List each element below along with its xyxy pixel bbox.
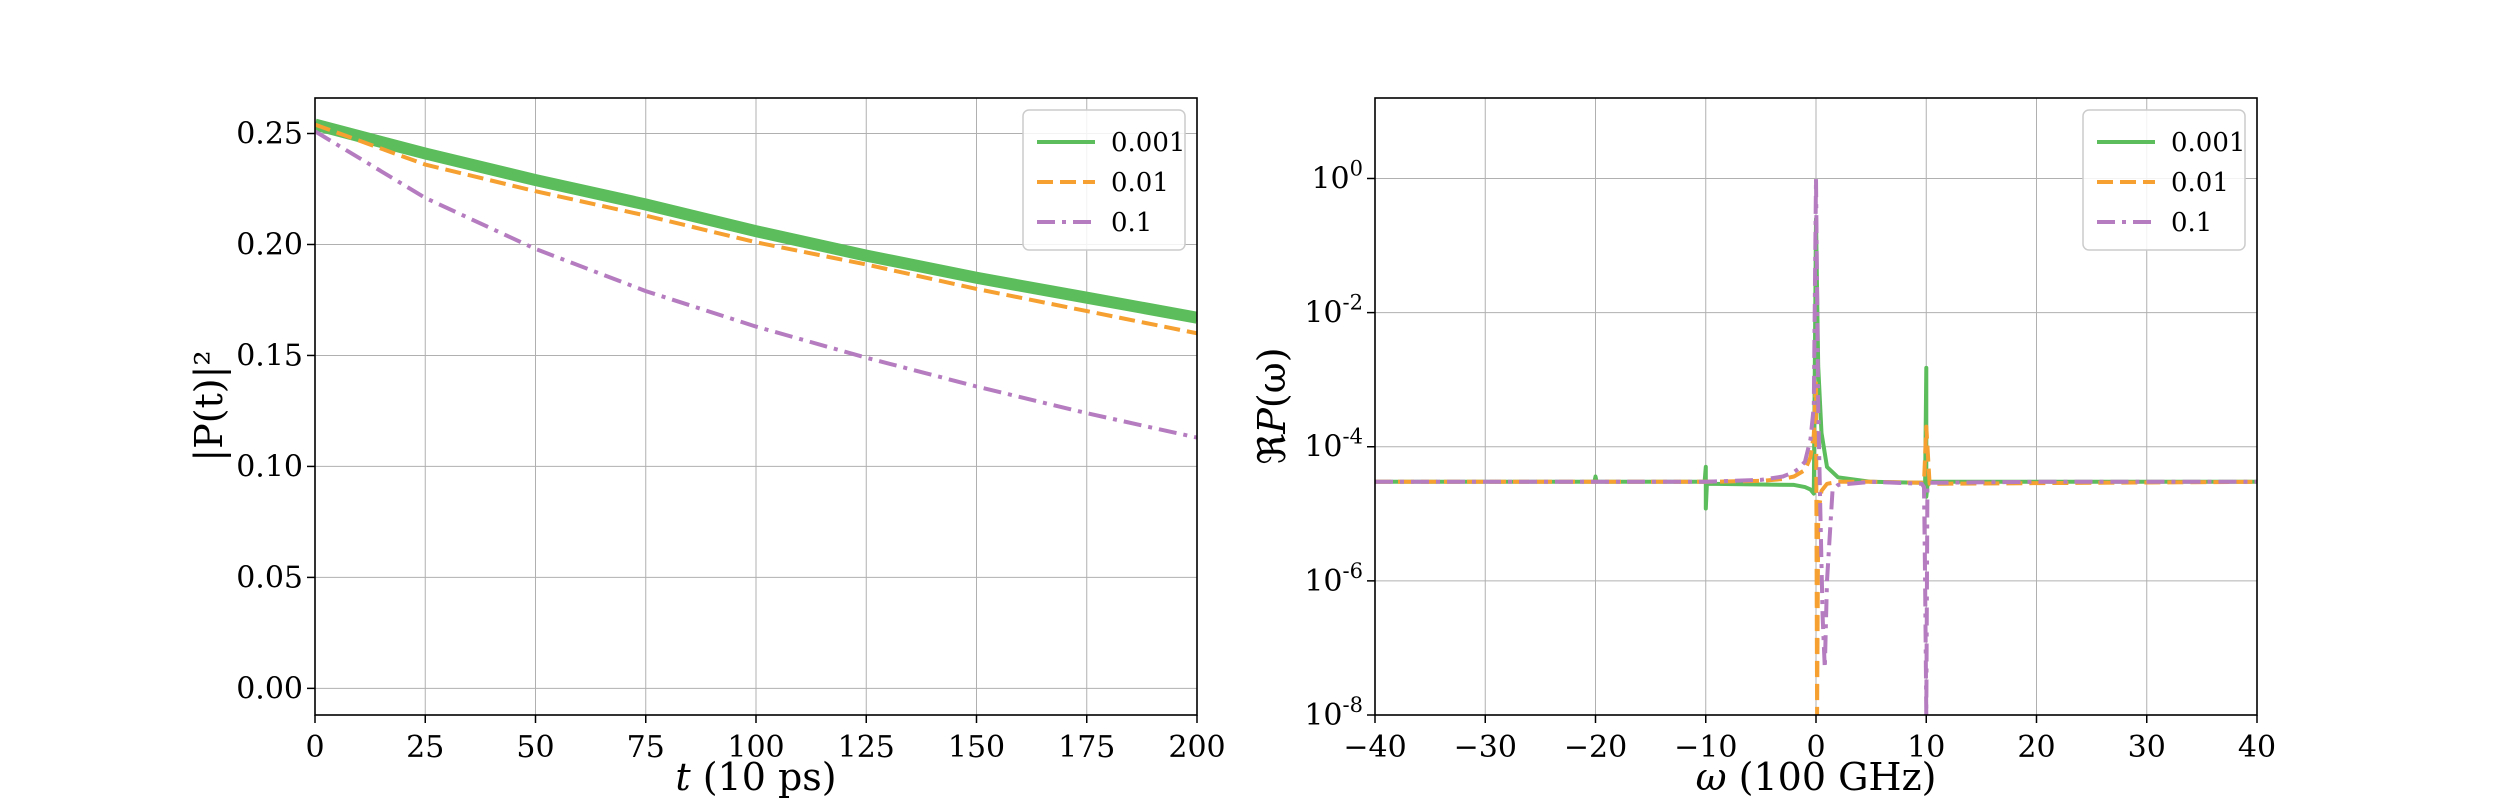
y-tick-label: 10-6 — [1304, 559, 1363, 599]
legend-box — [2082, 109, 2246, 251]
x-tick-label: 175 — [1058, 730, 1115, 765]
x-tick-label: 100 — [727, 730, 784, 765]
legend-label-0.001: 0.001 — [2171, 128, 2245, 158]
x-tick-label: 25 — [406, 730, 444, 765]
series-line-0.1 — [315, 129, 1197, 440]
x-tick-label: 0 — [1806, 730, 1825, 765]
time-decay-panel: 0 25 50 75 100 125 150 175 200 0.00 0.05 0.10 0.15 0.… — [187, 97, 1226, 799]
x-tick-label: 150 — [948, 730, 1005, 765]
series-line-0.001 — [315, 118, 1197, 324]
y-tick-label: 10-4 — [1304, 425, 1363, 465]
y-tick-label: 0.20 — [236, 227, 303, 262]
legend-label-0.1: 0.1 — [2171, 208, 2212, 238]
legend-label-0.01: 0.01 — [1111, 168, 1169, 198]
y-tick-label: 0.05 — [236, 560, 303, 595]
series-line-0.1 — [1375, 176, 2257, 715]
legend-time-decay: 0.001 0.01 0.1 — [1022, 109, 1186, 251]
y-tick-label: 0.00 — [236, 671, 303, 706]
y-tick-label: 0.25 — [236, 117, 303, 152]
legend-spectrum: 0.001 0.01 0.1 — [2082, 109, 2246, 251]
legend-label-0.001: 0.001 — [1111, 128, 1185, 158]
x-tick-label: 20 — [2017, 730, 2055, 765]
x-tick-label: −30 — [1454, 730, 1517, 765]
x-axis-label-frequency: ω (100 GHz) — [1696, 755, 1937, 799]
x-tick-label: −40 — [1343, 730, 1406, 765]
x-tick-label: −10 — [1674, 730, 1737, 765]
legend-label-0.1: 0.1 — [1111, 208, 1152, 238]
y-tick-label: 100 — [1311, 156, 1363, 196]
y-axis-label-spectrum: ℜP(ω) — [1250, 347, 1294, 464]
x-tick-label: 50 — [516, 730, 554, 765]
x-tick-label: −20 — [1564, 730, 1627, 765]
legend-box — [1022, 109, 1186, 251]
y-tick-label: 10-2 — [1304, 291, 1363, 331]
x-tick-label: 40 — [2238, 730, 2276, 765]
x-tick-label: 0 — [305, 730, 324, 765]
legend-label-0.01: 0.01 — [2171, 168, 2229, 198]
y-tick-label: 0.15 — [236, 338, 303, 373]
x-tick-label: 200 — [1168, 730, 1225, 765]
x-axis-label-time: t (10 ps) — [675, 755, 836, 799]
y-tick-label: 0.10 — [236, 449, 303, 484]
spectrum-panel: −40 −30 −20 −10 0 10 20 30 40 10-8 10-6 10-4 10-2 100… — [1250, 97, 2276, 799]
x-tick-label: 30 — [2128, 730, 2166, 765]
x-tick-label: 75 — [627, 730, 665, 765]
x-tick-label: 10 — [1907, 730, 1945, 765]
y-axis-label-probability: |P(t)|² — [187, 350, 231, 461]
x-tick-label: 125 — [838, 730, 895, 765]
y-tick-label: 10-8 — [1304, 693, 1363, 733]
